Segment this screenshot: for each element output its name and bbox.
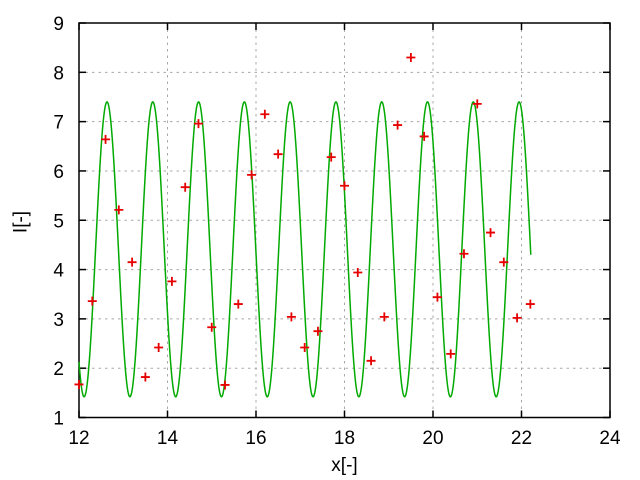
y-tick-label: 8: [53, 63, 64, 84]
y-tick-label: 4: [53, 261, 64, 282]
x-tick-label: 12: [68, 428, 89, 449]
y-tick-labels: 1 2 3 4 5 6 7 8 9: [53, 14, 64, 430]
tick-marks: [78, 22, 611, 419]
y-tick-label: 7: [53, 113, 64, 134]
x-tick-labels: 12 14 16 18 20 22 24: [68, 428, 621, 449]
x-tick-label: 18: [334, 428, 355, 449]
x-axis-label: x[-]: [331, 455, 358, 476]
y-tick-label: 6: [53, 162, 64, 183]
x-tick-label: 24: [599, 428, 621, 449]
y-tick-label: 2: [53, 359, 64, 380]
y-axis-label: I[-]: [10, 210, 32, 234]
grid-lines: [79, 23, 610, 418]
scatter-plus-markers: [74, 53, 535, 390]
y-tick-label: 1: [53, 409, 64, 430]
x-tick-label: 16: [245, 428, 266, 449]
x-tick-label: 22: [511, 428, 532, 449]
y-tick-label: 9: [53, 14, 64, 35]
y-tick-label: 3: [53, 310, 64, 331]
y-tick-label: 5: [53, 211, 64, 232]
x-tick-label: 20: [422, 428, 443, 449]
model-curve-path: [78, 101, 532, 398]
x-tick-label: 14: [157, 428, 179, 449]
